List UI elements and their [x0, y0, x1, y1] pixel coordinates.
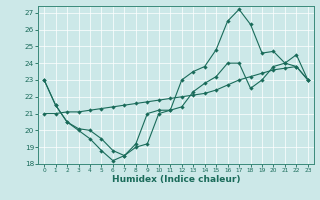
X-axis label: Humidex (Indice chaleur): Humidex (Indice chaleur) — [112, 175, 240, 184]
